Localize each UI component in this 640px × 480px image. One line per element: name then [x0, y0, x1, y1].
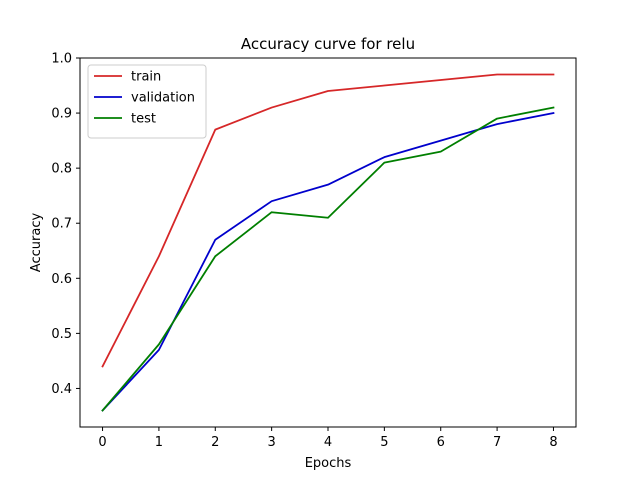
- y-axis-title: Accuracy: [29, 213, 44, 273]
- legend: train validation test: [87, 64, 207, 139]
- y-tick-label: 0.7: [51, 217, 72, 232]
- x-axis-title: Epochs: [305, 456, 352, 471]
- x-tick-label: 8: [549, 435, 557, 450]
- x-tick-label: 1: [155, 435, 163, 450]
- y-tick-label: 0.9: [51, 107, 72, 122]
- y-tick-label: 0.5: [51, 327, 72, 342]
- legend-box: [87, 64, 207, 139]
- x-tick-label: 2: [211, 435, 219, 450]
- x-axis-ticks: 0 1 2 3 4 5 6 7 8: [98, 427, 558, 450]
- x-tick-label: 4: [324, 435, 332, 450]
- x-tick-label: 6: [437, 435, 445, 450]
- y-axis-ticks: 0.4 0.5 0.6 0.7 0.8 0.9 1.0: [51, 52, 80, 397]
- x-tick-label: 0: [98, 435, 106, 450]
- legend-label-validation: validation: [131, 91, 195, 106]
- x-tick-label: 5: [380, 435, 388, 450]
- legend-label-train: train: [131, 70, 161, 85]
- chart-title: Accuracy curve for relu: [241, 35, 415, 53]
- y-tick-label: 0.8: [51, 162, 72, 177]
- legend-label-test: test: [131, 112, 156, 127]
- y-tick-label: 0.4: [51, 382, 72, 397]
- series-line-test: [101, 106, 555, 412]
- series-layer: [101, 73, 555, 412]
- x-tick-label: 7: [493, 435, 501, 450]
- series-line-train: [101, 73, 555, 368]
- y-tick-label: 1.0: [51, 52, 72, 67]
- y-tick-label: 0.6: [51, 272, 72, 287]
- x-tick-label: 3: [267, 435, 275, 450]
